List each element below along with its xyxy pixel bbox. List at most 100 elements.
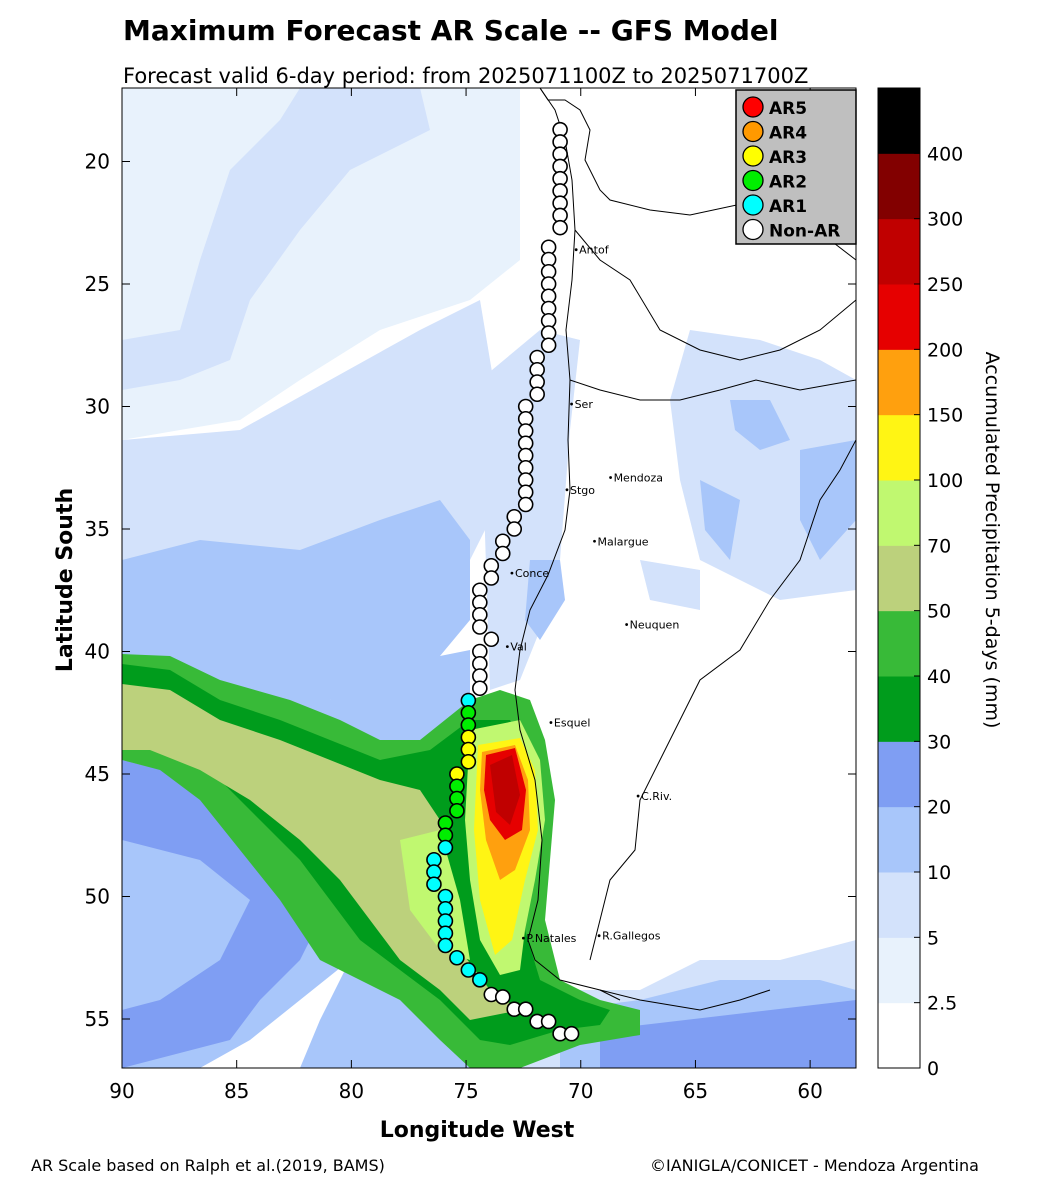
city-marker: Stgo — [565, 484, 595, 497]
colorbar-tick-label: 0 — [927, 1058, 939, 1080]
colorbar-tick-label: 70 — [927, 535, 951, 557]
colorbar-segment — [878, 284, 920, 350]
legend-swatch — [742, 169, 764, 192]
city-label: Ser — [575, 398, 594, 411]
y-tick-label: 40 — [85, 640, 110, 664]
colorbar-segment — [878, 545, 920, 612]
city-dot — [549, 721, 553, 724]
y-tick-label: 35 — [85, 517, 110, 541]
legend-swatch — [742, 145, 764, 167]
colorbar-frame — [877, 87, 921, 1069]
city-label: Neuquen — [630, 619, 680, 632]
y-tick-label: 25 — [85, 272, 110, 296]
legend-swatch — [742, 194, 764, 216]
x-tick-label: 90 — [109, 1079, 134, 1103]
city-marker: Ser — [570, 398, 593, 411]
colorbar-segment — [878, 414, 920, 481]
colorbar-tick-label: 150 — [927, 405, 963, 427]
legend-swatch — [742, 120, 764, 143]
colorbar-segment — [878, 1002, 920, 1069]
colorbar-tick-label: 50 — [927, 601, 951, 623]
colorbar-segment — [878, 937, 920, 1004]
colorbar-tick-label: 250 — [927, 274, 963, 296]
city-dot — [597, 934, 601, 938]
city-markers: Antof Ser Stgo Mendoza Malargue Conce Neuquen V… — [505, 244, 679, 945]
ar-track-point — [506, 521, 523, 537]
legend-swatch — [742, 218, 764, 241]
y-tick-label: 20 — [85, 150, 110, 174]
ar-track-point — [449, 949, 465, 966]
city-label: Malargue — [598, 535, 649, 548]
city-marker: C.Riv. — [636, 790, 672, 803]
map-title: Maximum Forecast AR Scale -- GFS Model — [123, 14, 779, 47]
city-marker: Conce — [510, 567, 549, 580]
colorbar-segment — [878, 676, 920, 742]
ar-track-point — [483, 631, 500, 648]
footer-credit-right: ©IANIGLA/CONICET - Mendoza Argentina — [650, 1156, 979, 1175]
x-tick-label: 65 — [683, 1079, 708, 1103]
colorbar-segment — [878, 218, 920, 285]
colorbar-tick-label: 400 — [927, 143, 963, 165]
colorbar-label: Accumulated Precipitation 5-days (mm) — [981, 352, 1003, 729]
ar-track-point — [426, 876, 442, 893]
ar-track-point — [517, 1001, 534, 1018]
ar-track-point — [437, 937, 454, 954]
ar-track-point — [552, 219, 568, 236]
y-axis-label: Latitude South — [53, 488, 78, 672]
ar-track-point — [472, 680, 488, 697]
colorbar-tick-label: 100 — [927, 470, 963, 492]
x-tick-label: 80 — [339, 1079, 364, 1103]
city-marker: Esquel — [549, 717, 590, 730]
y-tick-label: 55 — [85, 1007, 110, 1031]
colorbar-segment — [878, 88, 920, 154]
city-label: Conce — [515, 567, 549, 580]
legend-label: AR1 — [769, 197, 807, 217]
ar-track-point — [494, 989, 511, 1005]
colorbar-segment — [878, 349, 920, 416]
x-axis: 90 85 80 75 70 65 60 — [109, 88, 823, 1103]
x-tick-label: 85 — [224, 1079, 249, 1103]
city-label: P.Natales — [526, 932, 576, 945]
ar-track-point — [437, 839, 454, 856]
city-marker: Antof — [574, 244, 610, 257]
colorbar-tick-label: 200 — [927, 339, 963, 361]
y-tick-label: 45 — [85, 762, 110, 786]
city-label: Stgo — [570, 484, 595, 497]
ar-track-point — [472, 971, 488, 988]
precip-colorbar: 0 2.5 5 10 20 30 40 50 70 100 150 200 250 300 400 — [877, 87, 963, 1080]
city-dot — [565, 488, 569, 492]
legend-label: AR3 — [769, 148, 807, 168]
colorbar-segment — [878, 480, 920, 546]
city-dot — [570, 402, 573, 406]
city-label: R.Gallegos — [602, 930, 661, 943]
x-axis-label: Longitude West — [380, 1118, 575, 1143]
map-frame — [121, 87, 857, 1069]
city-dot — [609, 476, 612, 479]
city-dot — [510, 571, 514, 575]
y-axis: 20 25 30 35 40 45 50 55 — [85, 150, 856, 1031]
city-label: Antof — [579, 244, 610, 257]
colorbar-segment — [878, 872, 920, 938]
colorbar-tick-label: 10 — [927, 862, 951, 884]
y-tick-label: 50 — [85, 885, 110, 909]
legend-label: AR2 — [769, 173, 807, 193]
colorbar-segment — [878, 153, 920, 220]
ar-track-point — [529, 386, 545, 403]
colorbar-tick-label: 30 — [927, 731, 951, 753]
x-tick-label: 60 — [797, 1079, 822, 1103]
city-marker: R.Gallegos — [597, 930, 661, 943]
city-marker: Neuquen — [625, 619, 679, 632]
colorbar-segment — [878, 741, 920, 808]
colorbar-tick-label: 20 — [927, 797, 951, 819]
city-dot — [625, 623, 629, 626]
legend-label: Non-AR — [769, 222, 840, 242]
colorbar-tick-label: 300 — [927, 209, 963, 231]
ar-track-point — [460, 753, 477, 770]
map-subtitle: Forecast valid 6-day period: from 202507… — [123, 64, 809, 88]
ar-track-point — [472, 619, 488, 635]
ar-track-point — [540, 1013, 557, 1030]
city-dot — [636, 794, 640, 798]
ar-track-point — [449, 802, 465, 819]
colorbar-segment — [878, 610, 920, 677]
